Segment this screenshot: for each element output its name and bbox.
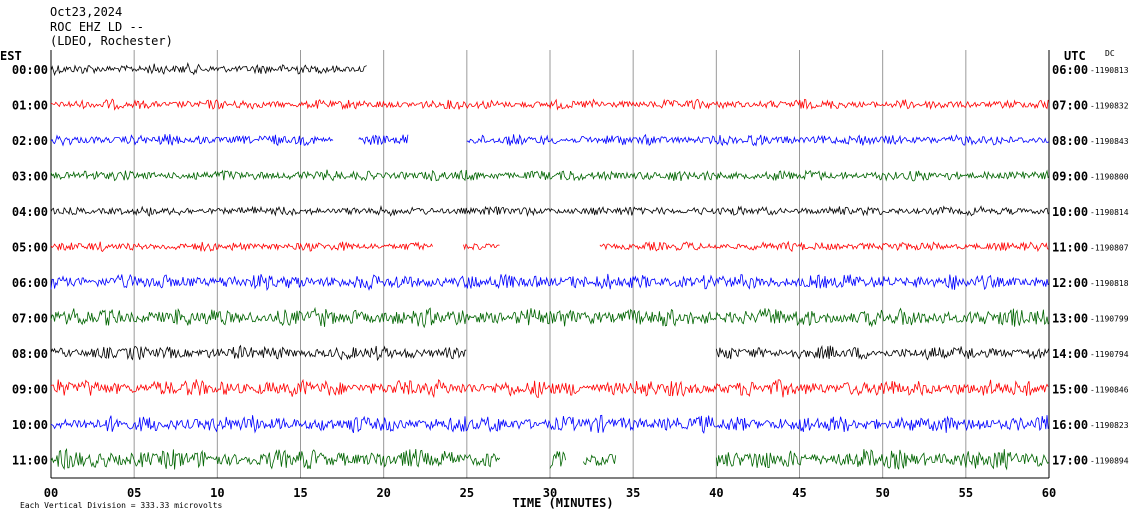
utc-hour-label: 15:00 bbox=[1052, 383, 1088, 397]
est-hour-label: 00:00 bbox=[12, 63, 48, 77]
x-tick-label: 40 bbox=[709, 486, 723, 500]
dc-offset-label: -1190814 bbox=[1090, 208, 1129, 217]
network-label: (LDEO, Rochester) bbox=[50, 34, 173, 48]
dc-offset-label: -1190794 bbox=[1090, 350, 1129, 359]
x-tick-label: 35 bbox=[626, 486, 640, 500]
seismic-trace bbox=[50, 169, 1049, 182]
seismic-trace bbox=[466, 133, 1050, 147]
seismic-trace bbox=[582, 454, 617, 467]
grid-layer bbox=[50, 50, 1050, 479]
dc-offset-label: -1190846 bbox=[1090, 386, 1129, 395]
utc-hour-label: 11:00 bbox=[1052, 241, 1088, 255]
utc-hour-label: 10:00 bbox=[1052, 205, 1088, 219]
dc-offset-label: -1190832 bbox=[1090, 102, 1129, 111]
est-hour-label: 02:00 bbox=[12, 134, 48, 148]
seismic-trace bbox=[50, 344, 467, 362]
seismic-trace bbox=[50, 378, 1049, 399]
est-hour-label: 04:00 bbox=[12, 205, 48, 219]
dc-offset-label: -1190894 bbox=[1090, 457, 1129, 466]
dc-offset-label: -1190823 bbox=[1090, 421, 1129, 430]
seismic-trace bbox=[463, 243, 500, 251]
utc-hour-label: 16:00 bbox=[1052, 418, 1088, 432]
date-label: Oct23,2024 bbox=[50, 5, 123, 19]
x-tick-label: 05 bbox=[127, 486, 141, 500]
seismic-trace bbox=[50, 134, 334, 147]
x-tick-label: 10 bbox=[210, 486, 224, 500]
dc-offset-label: -1190843 bbox=[1090, 137, 1129, 146]
est-hour-label: 05:00 bbox=[12, 241, 48, 255]
est-hour-label: 09:00 bbox=[12, 383, 48, 397]
utc-hour-label: 08:00 bbox=[1052, 134, 1088, 148]
x-tick-label: 00 bbox=[44, 486, 58, 500]
seismic-trace bbox=[50, 61, 367, 77]
x-tick-label: 15 bbox=[293, 486, 307, 500]
utc-hour-label: 07:00 bbox=[1052, 99, 1088, 113]
x-tick-label: 55 bbox=[959, 486, 973, 500]
est-hour-label: 07:00 bbox=[12, 312, 48, 326]
seismic-trace bbox=[358, 134, 409, 146]
label-layer: 00 05 10 15 20 25 30 35 40 45 50 55 60 EST UTC DC TIME (… bbox=[0, 49, 1129, 510]
est-hour-label: 06:00 bbox=[12, 276, 48, 290]
trace-layer bbox=[50, 61, 1050, 471]
dc-offset-label: -1190813 bbox=[1090, 66, 1129, 75]
est-hour-label: 03:00 bbox=[12, 170, 48, 184]
seismic-trace bbox=[50, 306, 1049, 329]
seismic-trace bbox=[599, 240, 1049, 253]
est-hour-label: 08:00 bbox=[12, 347, 48, 361]
utc-hour-label: 13:00 bbox=[1052, 312, 1088, 326]
seismic-trace bbox=[50, 448, 501, 470]
seismic-trace bbox=[50, 273, 1049, 292]
seismic-trace bbox=[50, 241, 433, 252]
x-tick-label: 20 bbox=[376, 486, 390, 500]
est-hour-label: 10:00 bbox=[12, 418, 48, 432]
x-tick-label: 45 bbox=[792, 486, 806, 500]
dc-offset-label: -1190800 bbox=[1090, 173, 1129, 182]
dc-offset-label: -1190799 bbox=[1090, 315, 1129, 324]
est-hour-label: 11:00 bbox=[12, 454, 48, 468]
utc-hour-label: 06:00 bbox=[1052, 63, 1088, 77]
utc-hour-label: 17:00 bbox=[1052, 454, 1088, 468]
seismic-trace bbox=[50, 98, 1049, 111]
est-hour-label: 01:00 bbox=[12, 99, 48, 113]
x-tick-label: 25 bbox=[460, 486, 474, 500]
seismic-trace bbox=[50, 205, 1049, 217]
seismic-trace bbox=[715, 344, 1050, 361]
scale-note: Each Vertical Division = 333.33 microvol… bbox=[20, 501, 222, 510]
dc-offset-label: -1190818 bbox=[1090, 279, 1129, 288]
x-tick-label: 30 bbox=[543, 486, 557, 500]
x-tick-label: 60 bbox=[1042, 486, 1056, 500]
utc-hour-label: 14:00 bbox=[1052, 347, 1088, 361]
seismic-trace bbox=[715, 449, 1049, 471]
utc-hour-label: 12:00 bbox=[1052, 276, 1088, 290]
est-axis-label: EST bbox=[0, 49, 22, 63]
seismic-trace bbox=[549, 451, 566, 469]
utc-hour-label: 09:00 bbox=[1052, 170, 1088, 184]
dc-label: DC bbox=[1105, 49, 1115, 58]
x-tick-label: 50 bbox=[875, 486, 889, 500]
station-label: ROC EHZ LD -- bbox=[50, 20, 144, 34]
seismic-trace bbox=[50, 414, 1049, 434]
x-axis-title: TIME (MINUTES) bbox=[512, 496, 613, 510]
utc-axis-label: UTC bbox=[1064, 49, 1086, 63]
dc-offset-label: -1190807 bbox=[1090, 244, 1129, 253]
